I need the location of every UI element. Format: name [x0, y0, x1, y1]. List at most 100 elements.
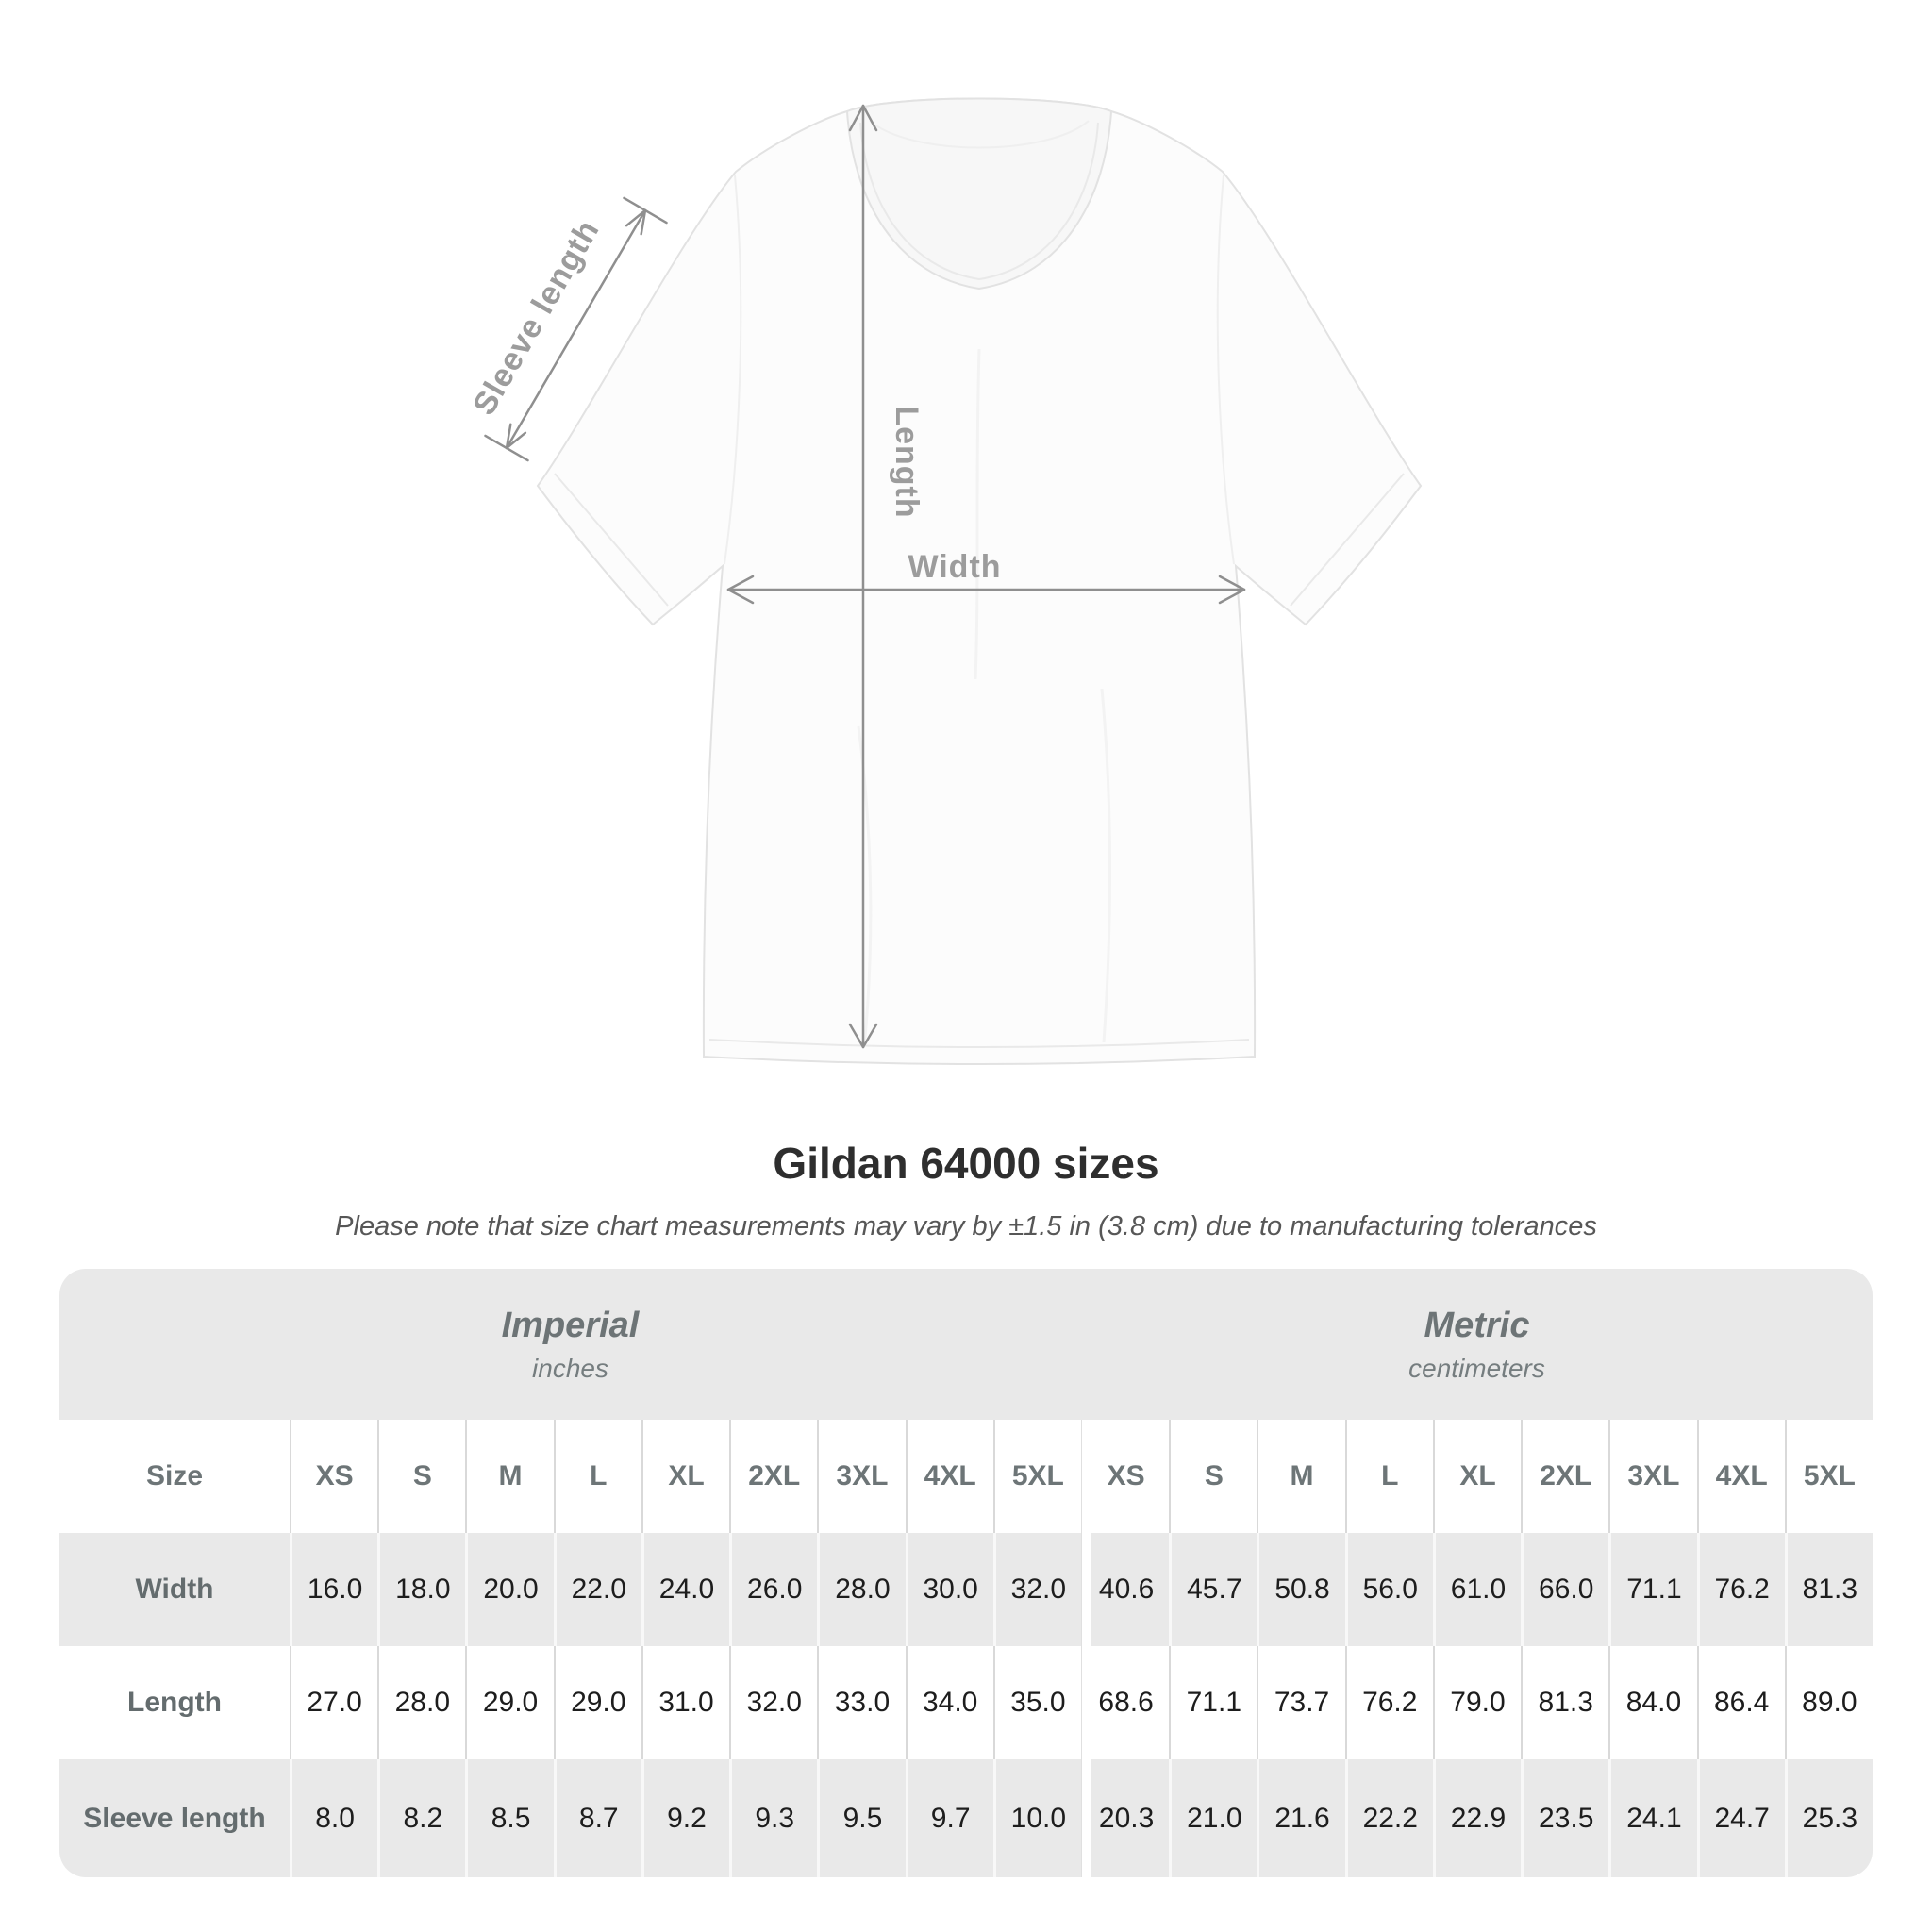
size-header-cell: L [553, 1420, 641, 1533]
sleeve-dimension-arrow [484, 196, 668, 462]
value-cell: 31.0 [641, 1646, 729, 1759]
value-cell: 9.5 [817, 1759, 905, 1877]
value-cell: 28.0 [817, 1533, 905, 1646]
value-cell: 10.0 [992, 1759, 1081, 1877]
metric-group-title: Metric [1424, 1305, 1530, 1345]
length-label: Length [889, 406, 924, 518]
metric-group-header: Metric centimeters [1081, 1269, 1873, 1420]
size-header-cell: XL [1432, 1420, 1521, 1533]
size-header-cell: 5XL [1784, 1420, 1873, 1533]
value-cell: 8.2 [377, 1759, 465, 1877]
size-header-cell: S [377, 1420, 465, 1533]
unit-group-header-row: Imperial inches Metric centimeters [59, 1269, 1873, 1420]
value-cell: 84.0 [1608, 1646, 1696, 1759]
tolerance-note: Please note that size chart measurements… [335, 1211, 1597, 1241]
size-header-row: Size XS S M L XL 2XL 3XL 4XL 5XL XS S M L XL 2XL 3XL 4XL… [59, 1420, 1873, 1533]
row-label-width: Width [135, 1574, 214, 1605]
value-cell: 35.0 [992, 1646, 1081, 1759]
value-cell: 76.2 [1344, 1646, 1433, 1759]
value-cell: 30.0 [905, 1533, 993, 1646]
size-header-cell: 5XL [992, 1420, 1081, 1533]
size-header-cell: XS [290, 1420, 377, 1533]
value-cell: 22.2 [1344, 1759, 1433, 1877]
value-cell: 50.8 [1257, 1533, 1344, 1646]
sleeve-length-row: Sleeve length 8.0 8.2 8.5 8.7 9.2 9.3 9.5 9.7 10… [59, 1759, 1873, 1877]
size-header-cell: 4XL [1696, 1420, 1785, 1533]
fabric-fold [974, 348, 981, 680]
size-header-cell: L [1344, 1420, 1433, 1533]
size-header-cell: 4XL [905, 1420, 993, 1533]
value-cell: 29.0 [553, 1646, 641, 1759]
row-label-sleeve-length: Sleeve length [83, 1802, 266, 1834]
value-cell: 23.5 [1521, 1759, 1608, 1877]
page-title: Gildan 64000 sizes [773, 1139, 1159, 1188]
value-cell: 22.9 [1432, 1759, 1521, 1877]
tshirt-body [536, 97, 1423, 1065]
value-cell: 71.1 [1169, 1646, 1257, 1759]
value-cell: 32.0 [992, 1533, 1081, 1646]
value-cell: 40.6 [1080, 1533, 1169, 1646]
length-dimension-arrow [848, 104, 878, 1049]
value-cell: 29.0 [465, 1646, 553, 1759]
width-label: Width [908, 549, 1001, 585]
value-cell: 89.0 [1784, 1646, 1873, 1759]
value-cell: 24.1 [1608, 1759, 1696, 1877]
value-cell: 18.0 [377, 1533, 465, 1646]
value-cell: 8.0 [290, 1759, 377, 1877]
metric-group-unit: centimeters [1408, 1353, 1545, 1383]
tshirt-measurement-diagram: Sleeve length Length Width [453, 66, 1453, 1094]
value-cell: 61.0 [1432, 1533, 1521, 1646]
value-cell: 34.0 [905, 1646, 993, 1759]
value-cell: 66.0 [1521, 1533, 1608, 1646]
tshirt-diagram-svg: Sleeve length Length Width [466, 97, 1423, 1065]
value-cell: 33.0 [817, 1646, 905, 1759]
value-cell: 56.0 [1344, 1533, 1433, 1646]
imperial-group-title: Imperial [501, 1305, 640, 1345]
width-dimension-arrow [726, 575, 1246, 605]
value-cell: 22.0 [553, 1533, 641, 1646]
sleeve-length-label: Sleeve length [466, 213, 607, 421]
value-cell: 21.0 [1169, 1759, 1257, 1877]
value-cell: 9.7 [905, 1759, 993, 1877]
value-cell: 45.7 [1169, 1533, 1257, 1646]
value-cell: 81.3 [1521, 1646, 1608, 1759]
value-cell: 8.5 [465, 1759, 553, 1877]
value-cell: 32.0 [729, 1646, 817, 1759]
imperial-group-header: Imperial inches [59, 1269, 1081, 1420]
row-label-length: Length [127, 1687, 222, 1718]
tshirt-collar [845, 97, 1113, 291]
size-header-cell: M [1257, 1420, 1344, 1533]
collar-stitching [859, 122, 1099, 281]
value-cell: 20.3 [1080, 1759, 1169, 1877]
size-header-cell: XL [641, 1420, 729, 1533]
value-cell: 20.0 [465, 1533, 553, 1646]
value-cell: 27.0 [290, 1646, 377, 1759]
value-cell: 24.7 [1696, 1759, 1785, 1877]
value-cell: 79.0 [1432, 1646, 1521, 1759]
size-table: Imperial inches Metric centimeters Size … [59, 1269, 1873, 1877]
size-header-cell: 2XL [1521, 1420, 1608, 1533]
size-header-cell: 3XL [1608, 1420, 1696, 1533]
width-row: Width 16.0 18.0 20.0 22.0 24.0 26.0 28.0 30.0 32… [59, 1533, 1873, 1646]
imperial-group-unit: inches [532, 1353, 608, 1383]
size-header-cell: M [465, 1420, 553, 1533]
unit-group-divider [1081, 1420, 1091, 1877]
left-cuff-stitching [554, 473, 669, 607]
value-cell: 24.0 [641, 1533, 729, 1646]
hem-stitching [708, 1039, 1250, 1048]
length-row: Length 27.0 28.0 29.0 29.0 31.0 32.0 33.0 34.0 3… [59, 1646, 1873, 1759]
value-cell: 8.7 [553, 1759, 641, 1877]
value-cell: 86.4 [1696, 1646, 1785, 1759]
right-cuff-stitching [1290, 473, 1405, 607]
back-collar-line [869, 120, 1090, 149]
size-header-cell: XS [1080, 1420, 1169, 1533]
size-header-cell: S [1169, 1420, 1257, 1533]
value-cell: 76.2 [1696, 1533, 1785, 1646]
value-cell: 9.3 [729, 1759, 817, 1877]
value-cell: 16.0 [290, 1533, 377, 1646]
size-header-cell: 2XL [729, 1420, 817, 1533]
value-cell: 81.3 [1784, 1533, 1873, 1646]
left-sleeve-seam [724, 175, 742, 565]
fabric-fold [1100, 688, 1111, 1043]
value-cell: 26.0 [729, 1533, 817, 1646]
